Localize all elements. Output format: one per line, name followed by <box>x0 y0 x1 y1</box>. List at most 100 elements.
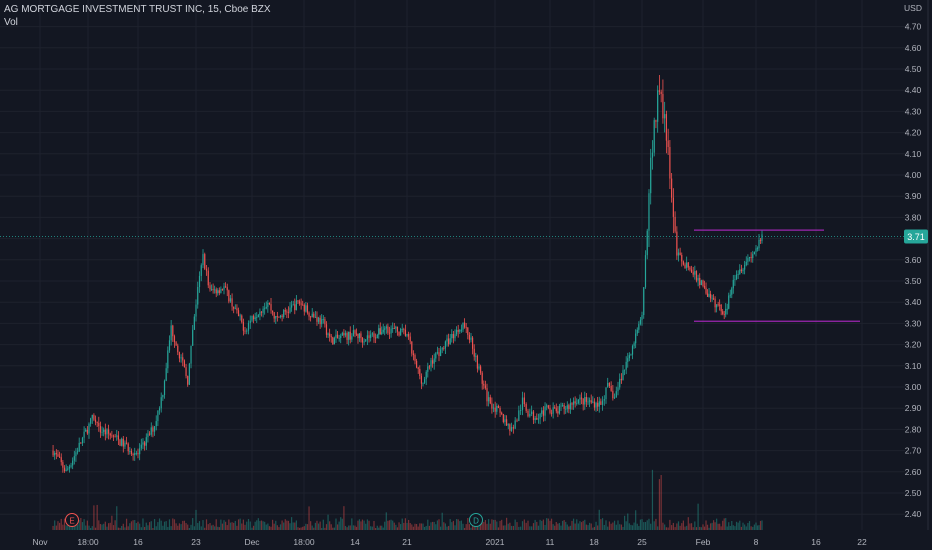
candle-body <box>395 326 397 329</box>
y-axis-tick-label: 2.90 <box>905 403 922 413</box>
volume-bar <box>52 525 54 530</box>
volume-bar <box>572 518 575 530</box>
x-axis-tick-label: 18:00 <box>77 537 99 547</box>
candle-body <box>289 307 291 313</box>
volume-bar <box>430 522 432 530</box>
volume-bar <box>554 525 556 530</box>
volume-bar <box>483 521 485 530</box>
volume-bar <box>150 521 152 530</box>
volume-bar <box>357 520 359 530</box>
chart-grid <box>0 0 905 530</box>
volume-bar <box>464 527 466 530</box>
volume-bar <box>549 520 551 530</box>
candle-body <box>365 339 367 342</box>
volume-bar <box>569 525 572 530</box>
candle-body <box>585 397 587 402</box>
volume-bar <box>209 523 211 530</box>
volume-label[interactable]: Vol <box>4 17 18 28</box>
volume-bar <box>60 518 62 530</box>
candle-body <box>86 429 88 434</box>
candle-body <box>157 410 159 422</box>
volume-bar <box>308 506 310 530</box>
candle-body <box>302 304 304 306</box>
candle-body <box>363 341 365 343</box>
volume-bar <box>667 527 669 530</box>
volume-bar <box>674 527 676 530</box>
candle-body <box>427 366 429 372</box>
volume-bar <box>237 519 240 530</box>
volume-bar <box>88 525 90 530</box>
volume-bar <box>409 523 411 530</box>
volume-bar <box>496 521 498 530</box>
volume-bar <box>612 522 614 530</box>
volume-bar <box>547 518 549 530</box>
volume-bar <box>393 522 395 530</box>
y-axis-tick-label: 4.30 <box>905 106 922 116</box>
candle-body <box>662 94 664 119</box>
x-axis[interactable]: Nov 18:00 16 23 Dec 18:00 14 21 2021 11 18 25 Feb 8 16… <box>32 537 867 547</box>
volume-bar <box>63 518 66 530</box>
volume-bar <box>252 525 255 530</box>
volume-bar <box>520 526 522 530</box>
volume-bar <box>507 523 509 530</box>
volume-bar <box>630 524 632 530</box>
candle-body <box>306 305 309 313</box>
candle-body <box>139 448 141 455</box>
volume-bar <box>378 527 380 530</box>
candle-body <box>664 114 666 119</box>
volume-bar <box>99 524 102 530</box>
volume-bar <box>140 527 142 530</box>
volume-bar <box>406 522 408 530</box>
candle-body <box>231 298 233 307</box>
event-marker-dividend[interactable]: D <box>469 513 483 527</box>
candle-body <box>292 304 294 306</box>
candle-body <box>446 338 448 342</box>
candle-body <box>122 438 124 447</box>
candle-body <box>665 114 667 141</box>
event-marker-earnings[interactable]: E <box>65 513 79 527</box>
horizontal-levels[interactable] <box>694 229 860 322</box>
candle-body <box>617 387 619 392</box>
candle-body <box>220 289 222 293</box>
volume-bar <box>256 520 258 530</box>
symbol-title[interactable]: AG MORTGAGE INVESTMENT TRUST INC, 15, Cb… <box>4 4 271 15</box>
volume-bar <box>488 519 490 530</box>
candle-body <box>170 325 172 341</box>
volume-bar <box>137 521 139 530</box>
candle-body <box>384 328 386 330</box>
volume-bar <box>145 522 147 530</box>
volume-bar <box>155 526 157 530</box>
volume-bar <box>584 519 586 530</box>
volume-bar <box>424 526 426 530</box>
volume-bar <box>101 524 103 530</box>
candle-body <box>705 287 707 294</box>
volume-bar <box>542 519 544 530</box>
volume-bar <box>78 519 80 530</box>
volume-bar <box>628 523 630 530</box>
volume-bar <box>577 523 579 530</box>
volume-bar <box>648 518 650 530</box>
volume-bar <box>620 524 623 530</box>
volume-bar <box>440 526 442 530</box>
volume-bar <box>93 505 95 530</box>
candle-body <box>679 252 681 256</box>
candle-body <box>422 382 424 384</box>
candle-body <box>615 391 617 398</box>
candle-body <box>672 197 674 217</box>
volume-bar <box>711 522 713 530</box>
candle-body <box>256 317 258 318</box>
candle-body <box>252 315 255 320</box>
volume-bar <box>264 521 266 530</box>
volume-bar <box>193 526 195 530</box>
volume-bar <box>509 522 511 530</box>
x-axis-tick-label: 22 <box>857 537 867 547</box>
volume-bar <box>302 526 304 530</box>
candle-body <box>714 298 716 308</box>
candle-body <box>190 345 192 364</box>
candle-body <box>132 454 134 456</box>
candle-body <box>557 411 559 414</box>
candle-body <box>653 120 655 153</box>
candle-body <box>241 315 243 323</box>
